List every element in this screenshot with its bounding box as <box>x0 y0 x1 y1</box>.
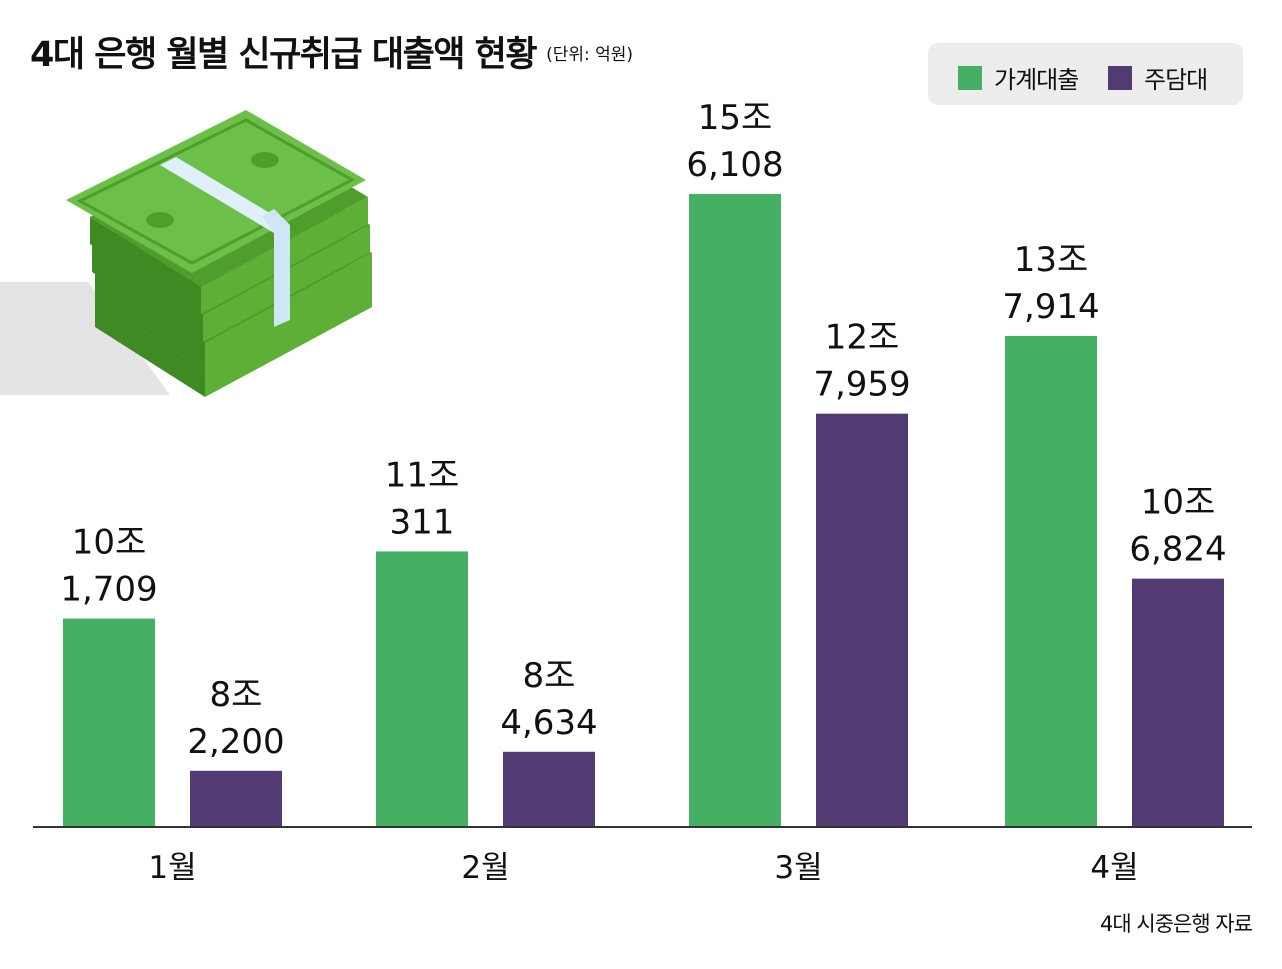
data-label-household-2-line1: 11조 <box>385 455 460 495</box>
x-tick-label-3: 3월 <box>774 850 822 886</box>
legend-item-household: 가계대출 <box>958 60 1079 95</box>
legend-swatch-mortgage <box>1108 65 1132 90</box>
data-label-household-4-line2: 7,914 <box>1002 287 1099 327</box>
x-tick-label-1: 1월 <box>148 850 196 886</box>
data-label-mortgage-3-line2: 7,959 <box>813 365 910 405</box>
bar-household-2 <box>376 551 468 827</box>
data-label-mortgage-1-line1: 8조 <box>210 675 263 715</box>
data-label-household-3-line2: 6,108 <box>686 145 783 185</box>
data-label-mortgage-4-line1: 10조 <box>1141 483 1216 523</box>
legend-item-mortgage: 주담대 <box>1108 60 1208 95</box>
legend-label-household: 가계대출 <box>994 66 1079 94</box>
bar-mortgage-3 <box>816 413 908 827</box>
data-label-household-4-line1: 13조 <box>1014 240 1089 280</box>
money-stack-icon <box>0 110 372 397</box>
bar-mortgage-1 <box>190 770 282 827</box>
x-tick-label-2: 2월 <box>461 850 509 886</box>
data-label-mortgage-4-line2: 6,824 <box>1129 530 1226 570</box>
bar-household-1 <box>63 618 155 827</box>
bar-mortgage-2 <box>503 751 595 827</box>
unit-note: (단위: 억원) <box>546 45 634 65</box>
chart-title: 4대 은행 월별 신규취급 대출액 현황 (단위: 억원) <box>30 26 633 77</box>
bar-household-3 <box>689 194 781 827</box>
bar-mortgage-4 <box>1132 578 1224 827</box>
data-label-household-2-line2: 311 <box>390 502 455 542</box>
data-label-mortgage-1-line2: 2,200 <box>187 722 284 762</box>
bar-household-4 <box>1005 335 1097 827</box>
data-label-household-3-line1: 15조 <box>698 98 773 138</box>
data-label-household-1-line2: 1,709 <box>60 570 157 610</box>
legend-label-mortgage: 주담대 <box>1144 66 1208 94</box>
legend-swatch-household <box>958 65 982 90</box>
legend: 가계대출 주담대 <box>928 43 1243 105</box>
data-label-mortgage-2-line2: 4,634 <box>500 703 597 743</box>
data-label-mortgage-3-line1: 12조 <box>825 318 900 358</box>
source-note: 4대 시중은행 자료 <box>1100 912 1253 936</box>
data-label-household-1-line1: 10조 <box>72 523 147 563</box>
x-tick-label-4: 4월 <box>1090 850 1138 886</box>
data-label-mortgage-2-line1: 8조 <box>523 656 576 696</box>
chart-title-text: 4대 은행 월별 신규취급 대출액 현황 <box>30 35 538 75</box>
